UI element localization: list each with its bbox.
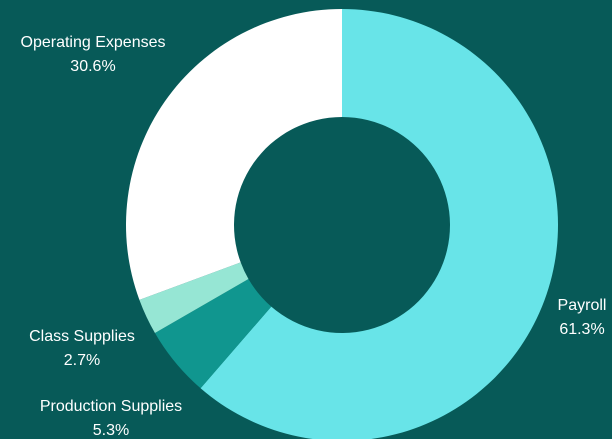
slice-payroll [200,9,558,439]
slice-operating-expenses [125,9,342,300]
slice-name-operating-expenses: Operating Expenses [20,34,166,51]
slice-production-supplies [154,279,272,389]
slice-label-class-supplies: Class Supplies 2.7% [29,325,135,373]
slice-name-class-supplies: Class Supplies [29,328,135,345]
slice-value-payroll: 61.3% [559,321,605,338]
slice-value-production-supplies: 5.3% [92,422,130,439]
slice-label-payroll: Payroll 61.3% [558,294,607,342]
slice-name-payroll: Payroll [557,297,607,314]
slice-value-class-supplies: 2.7% [63,352,101,369]
slice-label-production-supplies: Production Supplies 5.3% [40,395,182,439]
slice-class-supplies [139,262,249,333]
slice-name-production-supplies: Production Supplies [39,398,183,415]
slice-value-operating-expenses: 30.6% [70,58,116,75]
slice-label-operating-expenses: Operating Expenses 30.6% [21,31,166,79]
